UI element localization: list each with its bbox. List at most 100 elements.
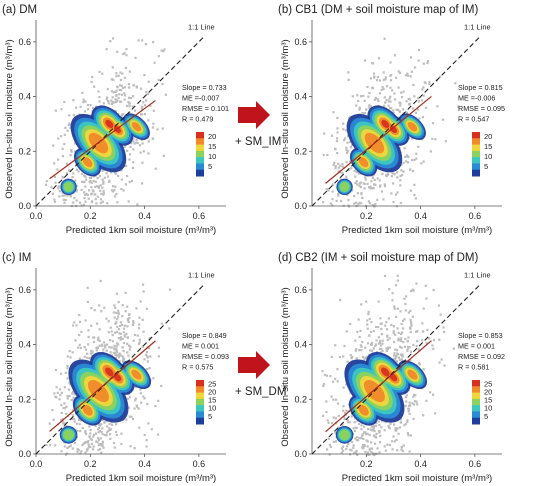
data-point [138,341,141,344]
data-point [439,313,442,316]
data-point [397,331,400,334]
data-point [98,304,101,307]
data-point [392,340,396,344]
data-point [157,355,160,358]
colorbar-segment [472,163,480,168]
data-point [135,86,138,89]
data-point [366,85,369,89]
y-tick-label: 0.4 [18,92,31,102]
colorbar-segment [196,392,204,397]
data-point [51,192,54,195]
data-point [90,80,93,84]
data-point [100,451,103,454]
data-point [365,300,368,303]
data-point [364,346,367,349]
data-point [101,427,104,430]
data-point [103,306,106,309]
data-point [112,78,115,81]
data-point [383,183,386,186]
data-point [77,170,80,173]
data-point [75,189,79,192]
data-point [55,396,58,399]
data-point [75,106,78,109]
y-tick-label: 0.6 [18,37,31,47]
data-point [78,201,82,204]
x-tick-label: 0.4 [414,459,427,469]
data-point [334,440,338,443]
data-point [108,338,112,342]
data-point [88,445,91,448]
data-point [366,342,370,345]
data-point [121,86,125,90]
data-point [341,445,345,448]
data-point [373,98,377,101]
data-point [72,114,75,117]
y-tick-label: 0.2 [18,394,31,404]
data-point [79,452,82,455]
data-point [60,418,63,422]
data-point [374,343,378,346]
data-point [102,182,105,185]
data-point [351,355,354,359]
data-point [84,185,87,188]
data-point [410,70,414,73]
data-point [78,423,81,426]
data-point [373,434,376,437]
data-point [64,453,68,456]
density-layer [105,367,114,377]
data-point [81,426,84,430]
y-tick-label: 0.2 [294,146,307,156]
data-point [145,90,148,94]
data-point [63,421,66,425]
data-point [115,330,119,334]
data-point [107,331,110,334]
data-point [407,103,411,106]
data-point [363,59,367,62]
data-point [113,304,116,307]
data-point [413,183,416,186]
data-point [53,175,56,179]
data-point [121,337,124,340]
data-point [422,414,425,417]
data-point [386,338,389,342]
data-point [132,161,135,164]
data-point [60,404,63,407]
y-tick-label: 0.6 [18,285,31,295]
data-point [405,100,408,103]
data-point [93,193,96,196]
data-point [432,288,435,292]
data-point [399,310,402,313]
data-point [368,433,371,437]
data-point [401,449,404,453]
data-point [86,193,89,197]
data-point [357,203,360,206]
data-point [347,443,350,446]
data-point [454,82,457,85]
data-point [378,430,381,433]
data-point [75,199,78,202]
data-point [146,368,149,371]
data-point [127,83,131,86]
data-point [417,348,420,351]
colorbar-segment [196,383,204,387]
data-point [138,426,141,429]
data-point [387,100,391,103]
data-point [96,428,100,431]
data-point [332,440,336,444]
data-point [113,446,116,449]
data-point [110,102,113,105]
data-point [360,424,363,427]
y-tick-label: 0.4 [294,92,307,102]
y-tick-label: 0.0 [18,449,31,459]
data-point [90,349,93,353]
data-point [114,423,118,426]
data-point [120,169,123,172]
data-point [123,92,126,95]
data-point [115,311,118,314]
data-point [52,144,55,147]
data-point [381,339,384,342]
data-point [99,184,102,187]
data-point [100,310,103,313]
data-point [99,279,102,283]
data-point [128,348,131,351]
